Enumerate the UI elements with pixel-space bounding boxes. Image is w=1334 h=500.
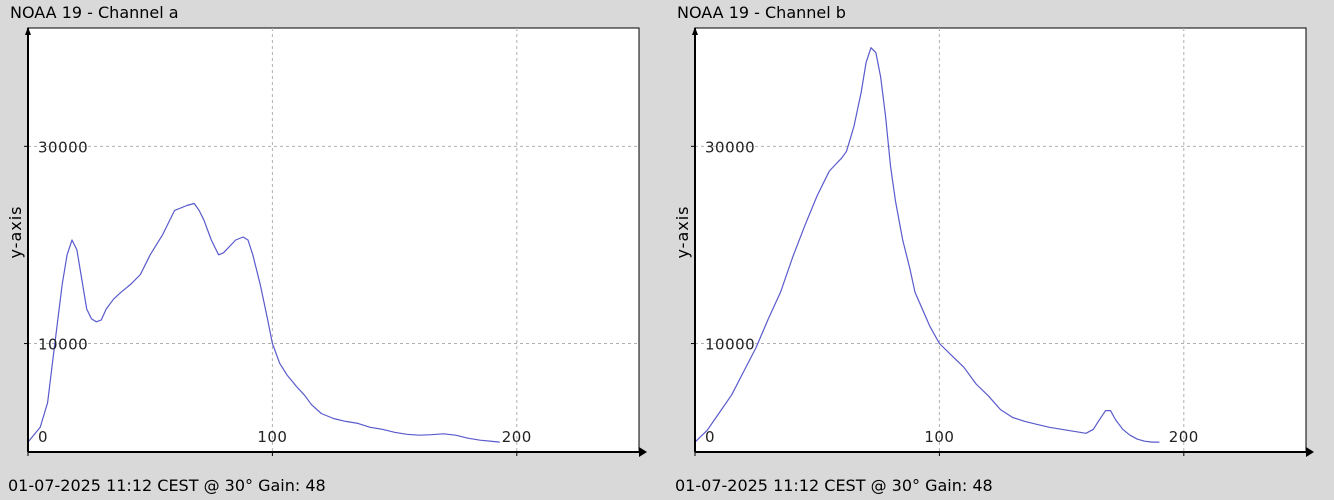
x-axis-arrow [1306,447,1314,457]
chart-b-title: NOAA 19 - Channel b [677,3,846,22]
y-tick-label: 30000 [38,138,88,156]
plot-area [694,27,1307,453]
x-tick-label: 200 [1169,428,1199,446]
chart-a-footer: 01-07-2025 11:12 CEST @ 30° Gain: 48 [8,476,326,495]
x-axis-arrow [639,447,647,457]
chart-a-svg: 0 100 200 10000 30000 y-axis [6,27,647,457]
chart-b-footer: 01-07-2025 11:12 CEST @ 30° Gain: 48 [675,476,993,495]
x-tick-label: 100 [257,428,287,446]
chart-panel-a: 0 100 200 10000 30000 y-axis NOAA 19 - Channe… [6,3,647,495]
x-tick-label: 200 [502,428,532,446]
x-tick-label: 0 [705,428,715,446]
chart-a-title: NOAA 19 - Channel a [10,3,179,22]
y-axis-label: y-axis [6,205,25,258]
y-tick-label: 10000 [705,336,755,354]
y-tick-label: 30000 [705,138,755,156]
x-tick-label: 0 [38,428,48,446]
series-line [27,202,500,443]
y-axis-arrow [692,27,698,35]
chart-panel-b: 0 100 200 10000 30000 y-axis NOAA 19 - Channe… [667,0,1334,500]
plot-area [27,27,640,453]
chart-b-svg: 0 100 200 10000 30000 y-axis [673,27,1314,457]
y-tick-label: 10000 [38,336,88,354]
y-axis-label: y-axis [673,205,692,258]
series-line [694,47,1160,443]
y-axis-arrow [25,27,31,35]
x-tick-label: 100 [924,428,954,446]
